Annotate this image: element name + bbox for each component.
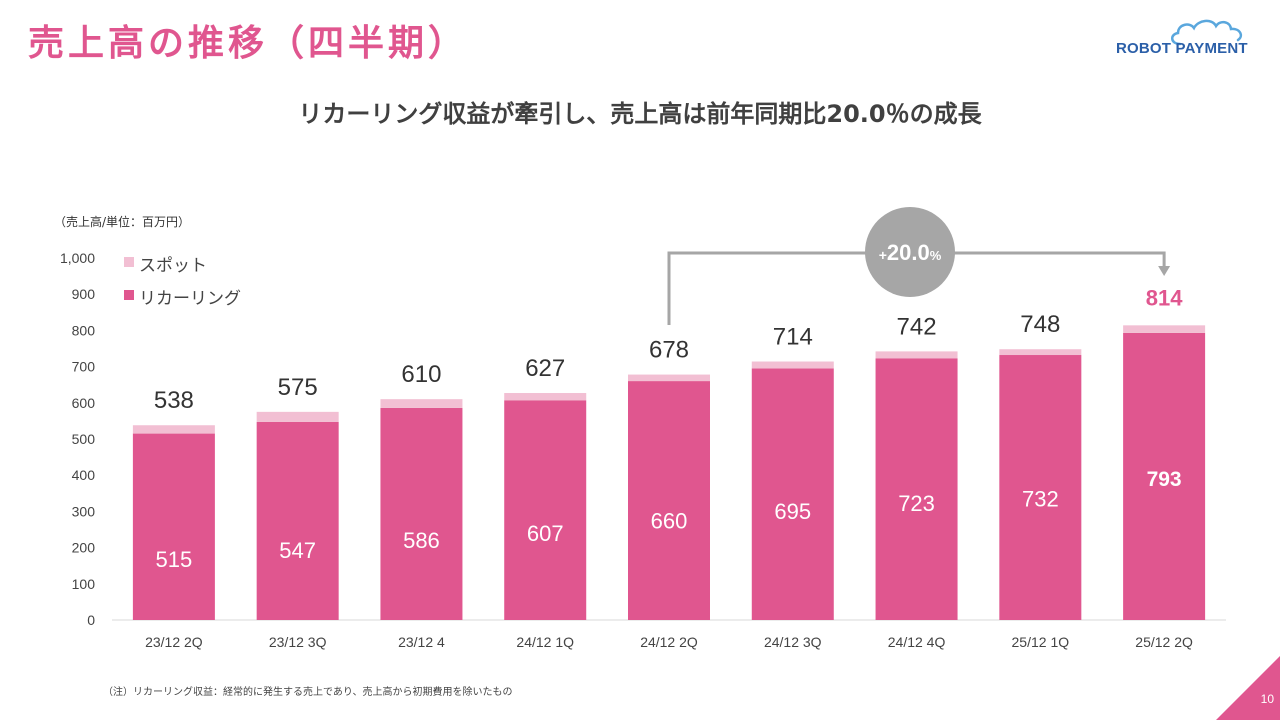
y-tick-label: 900 (72, 286, 96, 302)
data-label-recurring: 695 (774, 499, 811, 524)
bar-recurring (504, 400, 587, 620)
x-tick-label: 24/12 1Q (516, 634, 574, 650)
y-tick-label: 1,000 (60, 250, 95, 266)
legend-label-recurring: リカーリング (139, 289, 241, 309)
x-tick-label: 24/12 4Q (888, 634, 946, 650)
y-tick-label: 100 (72, 576, 96, 592)
x-tick-label: 24/12 3Q (764, 634, 822, 650)
unit-label: （売上高/単位：百万円） (54, 215, 191, 229)
data-label-total: 538 (154, 387, 194, 414)
y-tick-label: 400 (72, 467, 96, 483)
legend-label-spot: スポット (139, 256, 207, 276)
bar-spot (380, 399, 463, 408)
growth-suffix: % (930, 248, 942, 263)
data-label-recurring: 793 (1147, 468, 1182, 491)
y-tick-label: 200 (72, 540, 96, 556)
y-tick-label: 700 (72, 359, 96, 375)
bar-recurring (380, 407, 463, 620)
data-label-total: 575 (278, 374, 318, 401)
data-label-total: 610 (401, 361, 441, 388)
data-label-total: 678 (649, 337, 689, 364)
bar-spot (999, 349, 1082, 356)
bar-recurring (256, 421, 339, 620)
page-title: 売上高の推移（四半期） (28, 23, 469, 64)
data-label-total: 742 (897, 313, 937, 340)
data-label-total: 627 (525, 355, 565, 382)
legend-swatch-recurring (124, 290, 134, 300)
data-label-recurring: 607 (527, 521, 564, 546)
data-label-recurring: 547 (279, 538, 316, 563)
data-label-recurring: 723 (898, 491, 935, 516)
data-label-recurring: 660 (651, 509, 688, 534)
growth-circle (865, 207, 955, 297)
bar-spot (875, 351, 958, 359)
data-label-total: 748 (1020, 311, 1060, 338)
bar-recurring (875, 358, 958, 620)
x-tick-label: 25/12 1Q (1012, 634, 1070, 650)
growth-value: 20.0 (887, 240, 930, 265)
data-label-recurring: 515 (156, 547, 193, 572)
x-tick-label: 24/12 2Q (640, 634, 698, 650)
bar-recurring (1123, 332, 1206, 620)
data-label-total: 714 (773, 324, 813, 351)
bar-recurring (999, 355, 1082, 620)
y-tick-label: 500 (72, 431, 96, 447)
bar-recurring (751, 368, 834, 620)
y-tick-label: 300 (72, 503, 96, 519)
subtitle: リカーリング収益が牽引し、売上高は前年同期比20.0％の成長 (298, 100, 982, 128)
y-tick-label: 600 (72, 395, 96, 411)
footnote: （注）リカーリング収益：経常的に発生する売上であり、売上高から初期費用を除いたも… (103, 687, 513, 698)
growth-arrowhead (1158, 266, 1171, 276)
bar-spot (132, 425, 215, 434)
bar-spot (1123, 325, 1206, 333)
bar-recurring (628, 381, 710, 620)
growth-label: +20.0% (879, 240, 942, 265)
corner-triangle (1216, 656, 1280, 720)
page-number: 10 (1260, 692, 1274, 706)
bar-spot (751, 361, 834, 369)
x-tick-label: 23/12 3Q (269, 634, 327, 650)
data-label-recurring: 586 (403, 528, 440, 553)
bar-spot (628, 374, 710, 382)
data-label-recurring: 732 (1022, 487, 1059, 512)
bar-recurring (132, 433, 215, 620)
bar-spot (504, 393, 587, 401)
y-tick-label: 0 (87, 612, 95, 628)
legend-swatch-spot (124, 257, 134, 267)
logo-text: ROBOT PAYMENT (1116, 40, 1248, 57)
data-label-total: 814 (1146, 285, 1183, 310)
growth-prefix: + (879, 247, 887, 263)
x-tick-label: 23/12 4 (398, 634, 445, 650)
x-tick-label: 25/12 2Q (1135, 634, 1193, 650)
x-tick-label: 23/12 2Q (145, 634, 203, 650)
cloud-icon (1171, 19, 1243, 46)
logo: ROBOT PAYMENT (1112, 18, 1262, 64)
bar-spot (256, 411, 339, 422)
y-tick-label: 800 (72, 322, 96, 338)
